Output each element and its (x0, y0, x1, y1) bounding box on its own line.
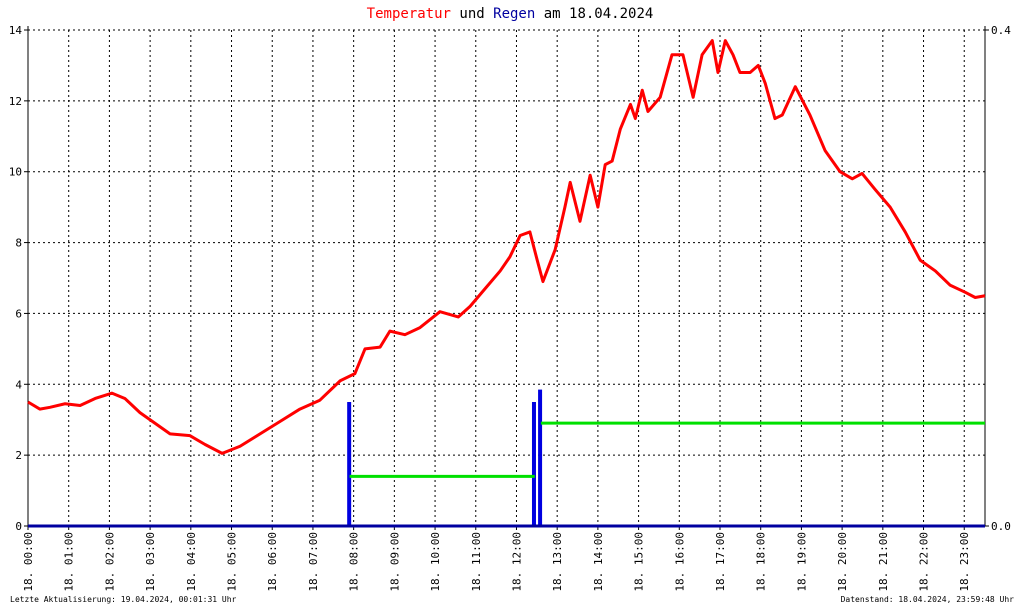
x-tick-label: 18. 22:00 (918, 532, 931, 592)
x-tick-label: 18. 18:00 (755, 532, 768, 592)
y2-tick-label: 0.0 (991, 520, 1011, 533)
x-tick-label: 18. 08:00 (348, 532, 361, 592)
x-tick-label: 18. 11:00 (470, 532, 483, 592)
footer-left: Letzte Aktualisierung: 19.04.2024, 00:01… (10, 595, 237, 604)
x-tick-label: 18. 06:00 (266, 532, 279, 592)
x-tick-label: 18. 21:00 (877, 532, 890, 592)
bar (531, 402, 536, 526)
bar (347, 402, 352, 526)
y-tick-label: 12 (9, 95, 22, 108)
bar (538, 389, 543, 526)
x-tick-label: 18. 14:00 (592, 532, 605, 592)
x-tick-label: 18. 12:00 (510, 532, 523, 592)
x-tick-label: 18. 17:00 (714, 532, 727, 592)
x-tick-label: 18. 09:00 (388, 532, 401, 592)
title-part: und (459, 6, 484, 22)
x-tick-label: 18. 23:00 (958, 532, 971, 592)
x-tick-label: 18. 15:00 (633, 532, 646, 592)
x-tick-label: 18. 03:00 (144, 532, 157, 592)
x-tick-label: 18. 05:00 (226, 532, 239, 592)
y-tick-label: 6 (15, 307, 22, 320)
chart-title: Temperatur und Regen am 18.04.2024 (367, 6, 654, 22)
title-part: Temperatur (367, 6, 451, 22)
y-tick-label: 10 (9, 166, 22, 179)
x-tick-label: 18. 10:00 (429, 532, 442, 592)
title-part: Regen (493, 6, 535, 22)
x-tick-label: 18. 16:00 (673, 532, 686, 592)
x-tick-label: 18. 04:00 (185, 532, 198, 592)
y-tick-label: 8 (15, 237, 22, 250)
title-part: am 18.04.2024 (544, 6, 654, 22)
x-tick-label: 18. 07:00 (307, 532, 320, 592)
x-tick-label: 18. 02:00 (103, 532, 116, 592)
x-tick-label: 18. 01:00 (63, 532, 76, 592)
y-tick-label: 4 (15, 378, 22, 391)
y2-tick-label: 0.4 (991, 24, 1011, 37)
data-line (27, 39, 986, 455)
x-tick-label: 18. 19:00 (795, 532, 808, 592)
y-tick-label: 2 (15, 449, 22, 462)
y-tick-label: 14 (9, 24, 23, 37)
x-tick-label: 18. 13:00 (551, 532, 564, 592)
y-tick-label: 0 (15, 520, 22, 533)
x-tick-label: 18. 20:00 (836, 532, 849, 592)
x-tick-label: 18. 00:00 (22, 532, 35, 592)
footer-right: Datenstand: 18.04.2024, 23:59:48 Uhr (841, 595, 1015, 604)
